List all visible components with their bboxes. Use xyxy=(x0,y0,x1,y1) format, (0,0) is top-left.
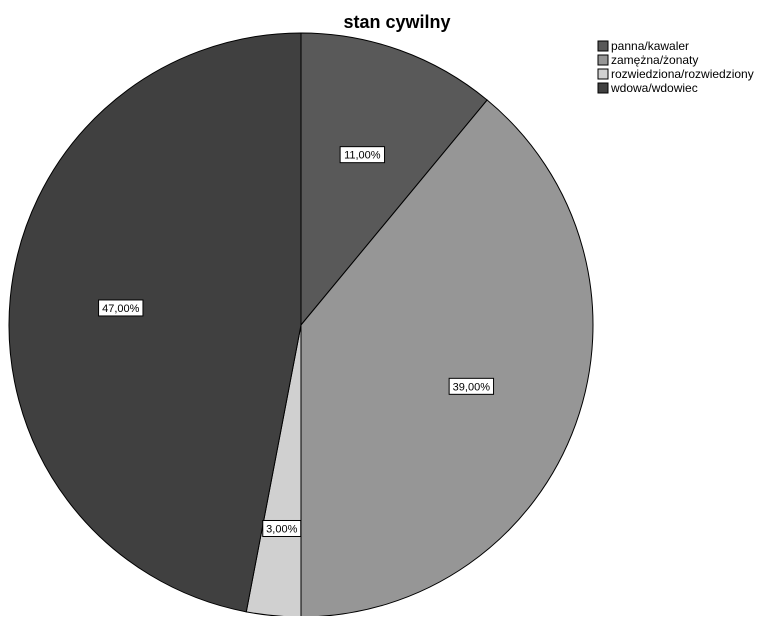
data-label-wdowa-wdowiec: 47,00% xyxy=(98,299,144,317)
data-label-text: 47,00% xyxy=(102,303,140,315)
legend-swatch-wdowa-wdowiec xyxy=(597,82,609,94)
slices-layer xyxy=(8,32,594,618)
legend-label-wdowa-wdowiec: wdowa/wdowiec xyxy=(610,81,698,95)
legend-label-zamezna-zonaty: zamężna/żonaty xyxy=(611,53,698,67)
pie-slice-zamezna-zonaty xyxy=(300,99,594,618)
legend-label-panna-kawaler: panna/kawaler xyxy=(611,39,689,53)
data-label-box xyxy=(262,519,302,537)
legend-swatch-zamezna-zonaty xyxy=(597,54,609,66)
data-label-text: 39,00% xyxy=(453,381,491,393)
legend-swatch-rozwiedziona-rozwiedziony xyxy=(597,68,609,80)
data-label-zamezna-zonaty: 39,00% xyxy=(448,377,495,395)
data-label-rozwiedziona-rozwiedziony: 3,00% xyxy=(262,519,302,537)
data-label-panna-kawaler: 11,00% xyxy=(339,146,386,164)
chart-title: stan cywilny xyxy=(343,12,450,32)
data-label-box xyxy=(448,377,495,395)
data-label-box xyxy=(339,146,386,164)
pie-slice-panna-kawaler xyxy=(300,32,488,327)
legend-swatch-panna-kawaler xyxy=(597,40,609,52)
legend: panna/kawalerzamężna/żonatyrozwiedziona/… xyxy=(597,39,754,95)
legend-label-rozwiedziona-rozwiedziony: rozwiedziona/rozwiedziony xyxy=(611,67,754,81)
data-label-box xyxy=(98,299,144,317)
data-label-text: 11,00% xyxy=(344,150,381,162)
data-labels-layer: 11,00% 39,00% 3,00% 47,00% xyxy=(98,146,495,537)
pie-slice-wdowa-wdowiec xyxy=(8,32,302,613)
data-label-text: 3,00% xyxy=(266,523,297,535)
